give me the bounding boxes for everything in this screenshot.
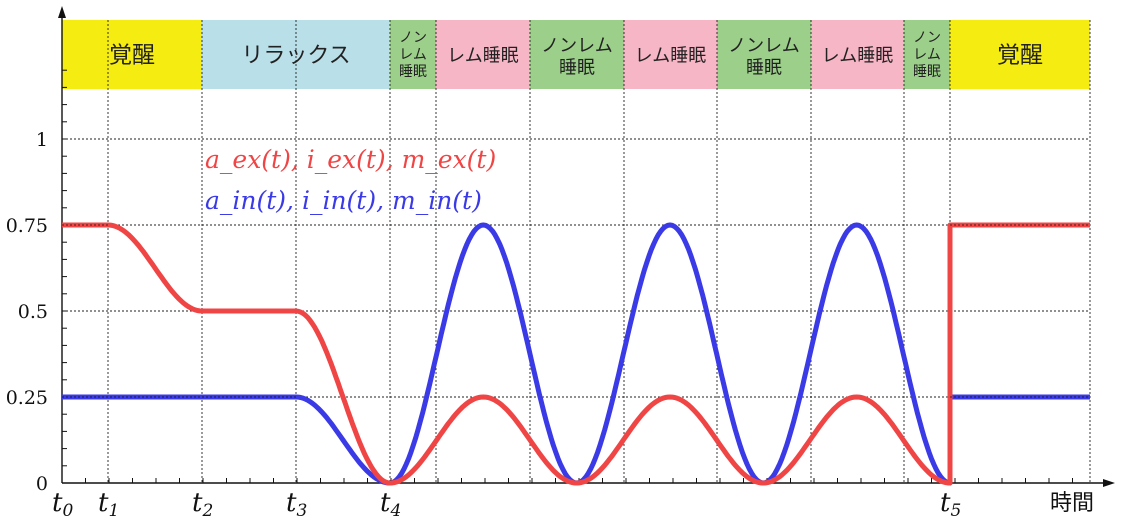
phase-label: レム睡眠 — [822, 46, 894, 67]
series-lines — [62, 222, 1090, 486]
series-line-ex — [62, 222, 1090, 486]
phase-band-fill — [436, 20, 530, 89]
phase-label: ノンレム — [728, 36, 800, 57]
phase-label: 睡眠 — [559, 58, 595, 79]
x-tick-label: t5 — [940, 488, 961, 520]
y-axis-arrow-icon — [58, 6, 66, 18]
x-tick-label: t2 — [192, 488, 213, 520]
phase-label: レム睡眠 — [635, 46, 707, 67]
phase-label: 覚醒 — [997, 43, 1043, 69]
x-tick-label: t3 — [286, 488, 307, 520]
phase-label: ノンレム — [541, 36, 613, 57]
x-axis-arrow-icon — [1103, 479, 1115, 487]
phase-band: レム睡眠 — [811, 20, 904, 89]
x-axis-label: 時間 — [1050, 491, 1094, 516]
y-tick-label: 0 — [36, 473, 48, 495]
phase-label: レム睡眠 — [447, 46, 519, 67]
phase-label: 睡眠 — [399, 64, 427, 80]
phase-label: 睡眠 — [746, 58, 782, 79]
phase-band-fill — [950, 20, 1090, 89]
y-tick-label: 0.75 — [6, 215, 48, 237]
phase-label: ノン — [399, 30, 427, 46]
x-tick-labels: t0 t1 t2 t3 t4 t5 — [52, 488, 961, 520]
phase-band-fill — [904, 20, 950, 89]
phase-band-fill — [717, 20, 811, 89]
phase-band-fill — [530, 20, 624, 89]
phase-band-fill — [62, 20, 202, 89]
series-line-in — [62, 222, 1090, 486]
minor-ticks — [62, 69, 1073, 483]
phase-band: レム睡眠 — [436, 20, 530, 89]
phase-band-fill — [624, 20, 717, 89]
phase-band: 覚醒 — [950, 20, 1090, 89]
grid — [62, 20, 1091, 483]
x-tick-label: t1 — [98, 488, 119, 520]
phase-band: 覚醒 — [62, 20, 202, 89]
phase-band-fill — [390, 20, 436, 89]
y-tick-labels: 0 0.25 0.5 0.75 1 — [6, 129, 48, 495]
y-tick-label: 0.5 — [18, 301, 48, 323]
x-tick-label: t0 — [52, 488, 73, 520]
y-tick-label: 1 — [36, 129, 48, 151]
phase-band: リラックス — [202, 20, 390, 89]
legend-series-in: a_in(t), i_in(t), m_in(t) — [205, 186, 482, 215]
phase-label: レム — [913, 47, 941, 63]
legend-series-ex: a_ex(t), i_ex(t), m_ex(t) — [205, 145, 496, 174]
y-tick-label: 0.25 — [6, 387, 48, 409]
phase-label: 睡眠 — [913, 64, 941, 80]
phase-label: 覚醒 — [109, 43, 155, 69]
phase-label: レム — [399, 47, 427, 63]
phase-band: レム睡眠 — [624, 20, 717, 89]
phase-band-fill — [811, 20, 904, 89]
phase-label: ノン — [913, 30, 941, 46]
x-tick-label: t4 — [380, 488, 401, 520]
